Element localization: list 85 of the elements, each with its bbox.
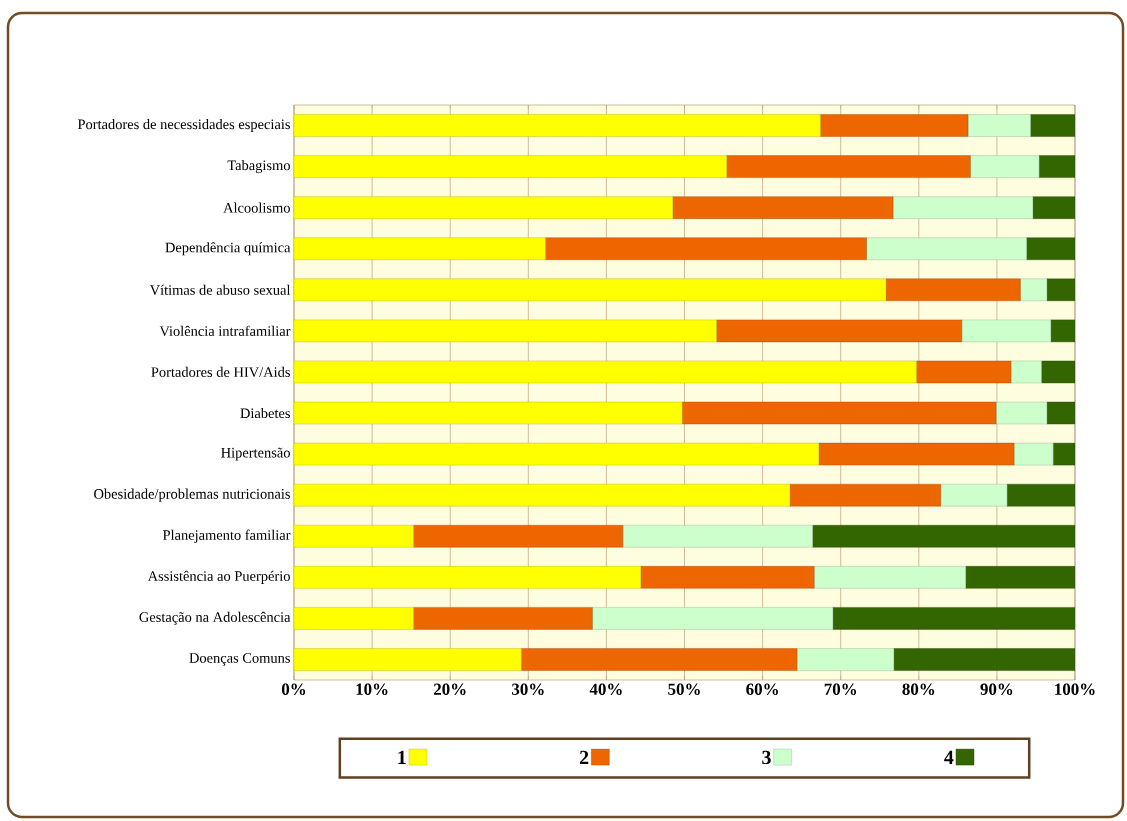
bar: [294, 525, 414, 548]
bar: [672, 196, 894, 219]
bar: [796, 648, 895, 671]
x-tick-label: 40%: [589, 683, 622, 695]
bar: [893, 648, 1076, 671]
x-tick-label: 0%: [281, 683, 306, 695]
bar: [1032, 196, 1076, 219]
bar: [1013, 442, 1054, 466]
bar: [294, 155, 727, 178]
y-tick-label: Dependência química: [165, 242, 291, 256]
bar: [818, 442, 1015, 466]
x-tick-label: 60%: [746, 683, 778, 695]
bar: [970, 155, 1040, 178]
bar: [592, 607, 834, 630]
bar: [716, 319, 962, 343]
y-tick-label: Violência intrafamiliar: [159, 325, 291, 337]
bar: [1030, 114, 1076, 137]
y-tick-label: Alcoolismo: [223, 202, 290, 213]
bar: [885, 278, 1021, 302]
y-tick-label: Planejamento familiar: [162, 529, 291, 543]
bar: [1052, 442, 1076, 466]
bar: [1026, 237, 1076, 260]
bar: [294, 401, 683, 425]
x-tick-label: 30%: [512, 683, 544, 695]
x-tick-label: 100%: [1055, 683, 1095, 695]
bar: [294, 648, 522, 671]
bar: [294, 114, 821, 137]
bar: [1046, 401, 1076, 425]
bar: [1020, 278, 1048, 302]
y-tick-label: Hipertensão: [221, 447, 290, 461]
bar: [521, 648, 798, 671]
x-tick-label: 70%: [824, 683, 857, 695]
bar: [640, 566, 815, 589]
bar: [812, 525, 1076, 548]
x-tick-label: 50%: [668, 683, 700, 695]
bar: [545, 237, 867, 260]
bar: [1041, 360, 1076, 384]
bar: [294, 483, 791, 507]
bar: [866, 237, 1027, 260]
bar: [413, 607, 593, 630]
bar: [294, 196, 673, 219]
y-tick-label: Obesidade/problemas nutricionais: [94, 488, 290, 502]
bar: [413, 525, 624, 548]
y-tick-label: Vítimas de abuso sexual: [149, 284, 291, 295]
bar: [726, 155, 971, 178]
legend-label: 1: [398, 750, 406, 764]
x-tick-label: 80%: [902, 683, 935, 695]
bar: [789, 483, 941, 507]
legend-label: 4: [944, 750, 954, 764]
bar: [294, 278, 887, 302]
y-tick-label: Portadores de necessidades especiais: [77, 118, 290, 133]
bar: [965, 566, 1076, 589]
x-tick-label: 10%: [356, 683, 388, 695]
bar: [294, 237, 546, 260]
bar: [294, 360, 917, 384]
bar: [967, 114, 1031, 137]
bar: [1046, 278, 1076, 302]
bar: [832, 607, 1076, 630]
bar: [995, 401, 1048, 425]
y-tick-label: Tabagismo: [227, 160, 290, 174]
bar: [681, 401, 997, 425]
legend-label: 2: [580, 750, 589, 764]
bar: [294, 566, 641, 589]
bar: [1006, 483, 1076, 507]
bar: [294, 607, 414, 630]
y-tick-label: Portadores de HIV/Aids: [151, 366, 290, 378]
bar: [813, 566, 966, 589]
bar: [294, 442, 820, 466]
x-tick-label: 90%: [980, 683, 1013, 695]
x-tick-label: 20%: [433, 683, 466, 695]
bar: [820, 114, 969, 137]
bar: [622, 525, 813, 548]
bar: [961, 319, 1051, 343]
legend-label: 3: [762, 750, 771, 765]
y-tick-label: Doenças Comuns: [189, 653, 290, 666]
bar: [916, 360, 1012, 384]
y-tick-label: Diabetes: [240, 407, 290, 419]
bar: [1038, 155, 1076, 178]
bar: [892, 196, 1034, 219]
bar: [940, 483, 1008, 507]
y-tick-label: Gestação na Adolescência: [139, 611, 291, 625]
bar: [1050, 319, 1076, 343]
y-tick-label: Assistência ao Puerpério: [147, 570, 290, 584]
bar: [1010, 360, 1042, 384]
bar: [294, 319, 717, 343]
